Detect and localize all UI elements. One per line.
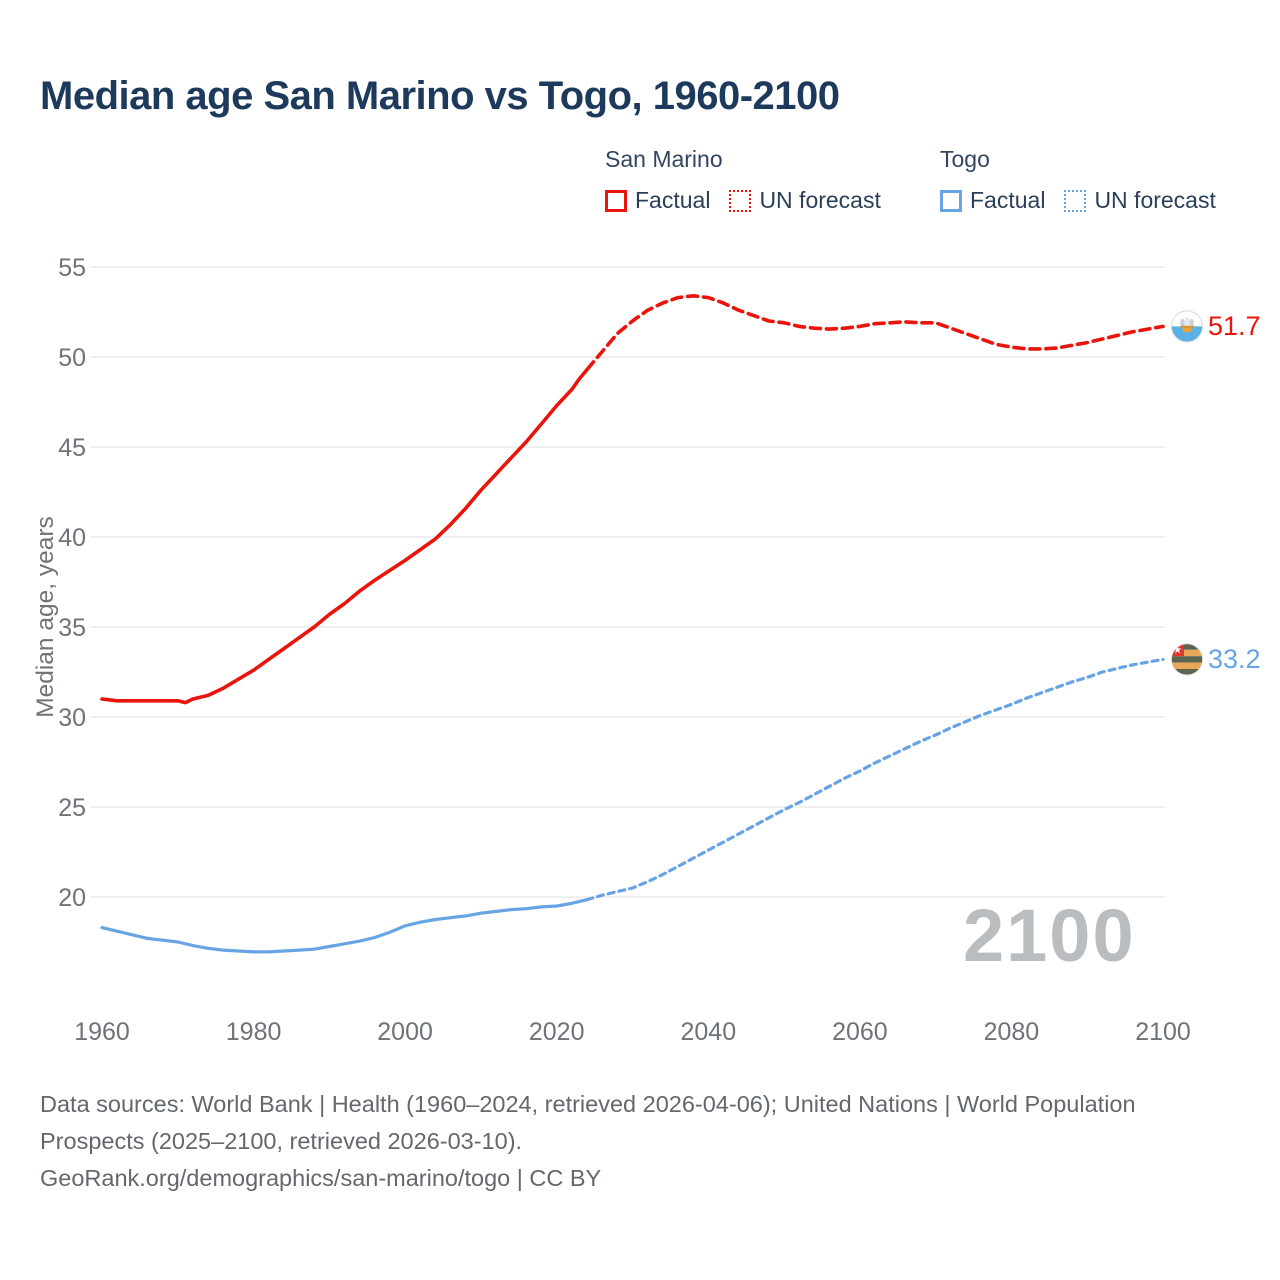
y-tick-label: 55 — [58, 254, 86, 282]
series-togo-forecast — [585, 657, 1165, 902]
x-tick-label: 2060 — [832, 1018, 888, 1046]
legend-group-label: San Marino — [605, 146, 723, 172]
togo-flag-icon — [1171, 643, 1203, 676]
series-lines — [100, 293, 1165, 954]
y-tick-label: 20 — [58, 884, 86, 912]
y-tick-label: 25 — [58, 794, 86, 822]
legend-item-label: UN forecast — [1094, 187, 1216, 213]
end-value-label-san-marino: 51.7 — [1208, 311, 1261, 341]
x-tick-label: 1980 — [226, 1018, 282, 1046]
togo-forecast-swatch-icon — [1064, 189, 1087, 212]
legend-group-togo: Togo Factual UN forecast — [940, 146, 1216, 214]
end-value-label-togo: 33.2 — [1208, 644, 1261, 674]
san-marino-forecast-swatch-icon — [729, 189, 752, 212]
x-tick-label: 2040 — [680, 1018, 736, 1046]
footer: Data sources: World Bank | Health (1960–… — [40, 1086, 1145, 1197]
togo-factual-swatch-icon — [940, 189, 962, 212]
san-marino-flag-icon — [1171, 310, 1203, 343]
legend-item-san-marino-factual[interactable]: Factual — [605, 187, 710, 214]
x-tick-label: 1960 — [74, 1018, 130, 1046]
legend-item-san-marino-forecast[interactable]: UN forecast — [729, 187, 881, 214]
legend-item-togo-forecast[interactable]: UN forecast — [1064, 187, 1216, 214]
series-togo-factual — [100, 898, 589, 954]
legend-group-san-marino: San Marino Factual UN forecast — [605, 146, 881, 214]
legend-item-label: Factual — [635, 187, 711, 213]
series-san-marino-forecast — [585, 293, 1165, 372]
axis-tick-labels: 20 25 30 35 40 45 50 55 1960 1980 2000 2020 2040 2060… — [58, 254, 1191, 1046]
legend-item-label: Factual — [970, 187, 1046, 213]
page-title: Median age San Marino vs Togo, 1960-2100 — [40, 74, 840, 118]
y-tick-label: 40 — [58, 524, 86, 552]
legend-group-label: Togo — [940, 146, 990, 172]
x-tick-label: 2080 — [984, 1018, 1040, 1046]
x-tick-label: 2020 — [529, 1018, 585, 1046]
gridlines — [90, 266, 1165, 898]
watermark-year: 2100 — [963, 894, 1136, 977]
legend-item-label: UN forecast — [759, 187, 881, 213]
y-tick-label: 30 — [58, 704, 86, 732]
x-tick-label: 2000 — [377, 1018, 433, 1046]
footer-credit-link: GeoRank.org/demographics/san-marino/togo… — [40, 1165, 602, 1191]
legend-item-togo-factual[interactable]: Factual — [940, 187, 1045, 214]
y-tick-label: 45 — [58, 434, 86, 462]
y-tick-label: 50 — [58, 344, 86, 372]
y-tick-label: 35 — [58, 614, 86, 642]
san-marino-factual-swatch-icon — [605, 189, 627, 212]
x-tick-label: 2100 — [1135, 1018, 1191, 1046]
series-san-marino-factual — [100, 367, 589, 705]
footer-data-sources: Data sources: World Bank | Health (1960–… — [40, 1091, 1136, 1154]
